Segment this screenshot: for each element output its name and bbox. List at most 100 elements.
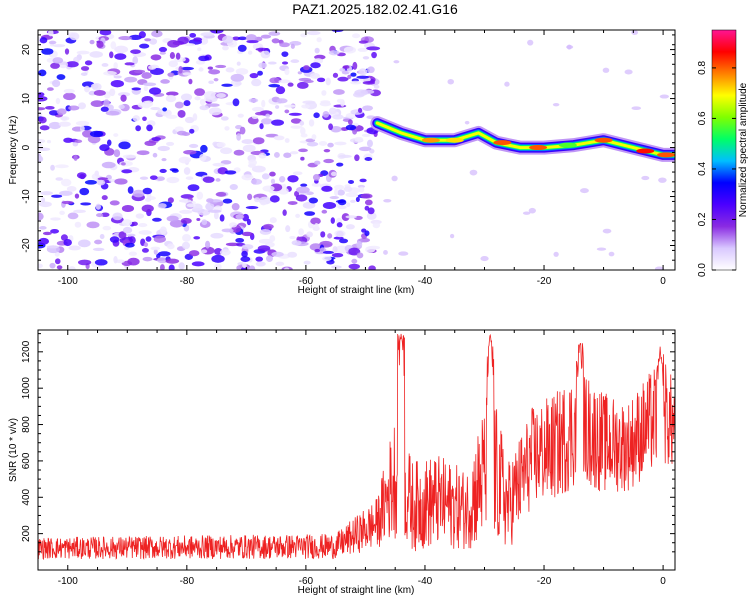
signal-hotspot [657,152,675,158]
noise-blob [38,69,47,77]
noise-blob [316,77,326,83]
spectrogram-ylabel: Frequency (Hz) [8,116,19,185]
snr-ylabel: SNR (10 * v/v) [8,418,19,482]
noise-blob [229,222,238,228]
noise-blob [198,67,204,72]
noise-blob [306,30,321,36]
noise-blob [232,36,241,41]
noise-blob [87,135,101,144]
noise-blob [364,157,373,161]
noise-blob [95,203,101,210]
noise-blob [143,242,149,247]
signal-hotspot [421,137,440,143]
noise-blob [102,225,112,231]
noise-blob [219,214,225,222]
noise-blob [166,141,175,146]
noise-blob [337,76,349,82]
noise-blob [346,202,351,207]
noise-blob [273,135,285,141]
noise-blob [132,56,139,65]
noise-blob [361,133,371,138]
noise-blob [295,213,301,218]
noise-blob [199,153,207,161]
noise-blob [357,107,363,113]
noise-blob [297,71,303,75]
noise-blob [208,69,221,75]
noise-blob [201,219,208,226]
noise-blob [336,98,344,103]
noise-blob [480,256,489,262]
noise-blob [225,67,235,73]
noise-blob [106,139,112,147]
noise-blob [120,94,127,102]
noise-blob [103,71,117,76]
noise-blob [84,180,98,185]
noise-blob [336,162,344,167]
noise-blob [184,43,196,47]
noise-blob [300,133,308,138]
snr-series-line [38,333,675,560]
noise-blob [92,247,105,252]
noise-blob [175,52,181,60]
noise-blob [352,61,358,70]
snr-ytick-label: 1200 [21,340,32,363]
noise-blob [89,51,103,58]
noise-blob [281,61,289,65]
noise-blob [281,51,289,57]
noise-blob [78,102,87,110]
noise-blob [252,137,265,145]
signal-hotspot [529,145,548,151]
noise-blob [124,76,138,83]
noise-blob [55,97,61,105]
noise-blob [109,88,116,97]
noise-blob [114,178,128,185]
noise-blob [247,193,253,201]
noise-blob [303,65,310,71]
noise-blob [265,113,271,118]
noise-blob [109,236,120,243]
noise-blob [145,197,152,202]
noise-blob [333,89,345,95]
noise-blob [89,39,95,45]
noise-blob [333,236,344,240]
noise-blob [151,30,163,38]
noise-blob [162,107,168,112]
noise-blob [469,169,478,176]
noise-blob [225,242,240,247]
noise-blob [206,198,214,203]
noise-blob [362,56,370,60]
noise-blob [231,202,240,211]
noise-blob [322,110,330,118]
noise-blob [312,173,321,181]
noise-blob [159,226,167,235]
noise-blob [100,106,109,112]
noise-blob [192,113,198,121]
noise-blob [275,86,286,95]
noise-blob [113,62,118,70]
noise-blob [124,242,135,248]
noise-blob [165,258,180,264]
noise-blob [99,144,110,152]
spectrogram-xtick-label: -20 [537,276,552,287]
noise-blob [118,36,132,41]
noise-blob [105,110,120,116]
noise-blob [229,184,238,191]
noise-blob [220,147,233,155]
noise-blob [180,93,193,101]
noise-blob [553,251,559,257]
noise-blob [101,195,108,201]
noise-blob [113,256,118,264]
noise-blob [169,219,184,228]
noise-blob [132,189,145,198]
noise-blob [222,35,234,44]
noise-blob [447,78,454,85]
spectrogram-xtick-label: -40 [418,276,433,287]
noise-blob [348,180,355,184]
noise-blob [624,69,633,75]
noise-blob [292,171,303,176]
noise-blob [74,193,80,199]
noise-blob [275,261,285,266]
signal-hotspot [558,142,577,148]
